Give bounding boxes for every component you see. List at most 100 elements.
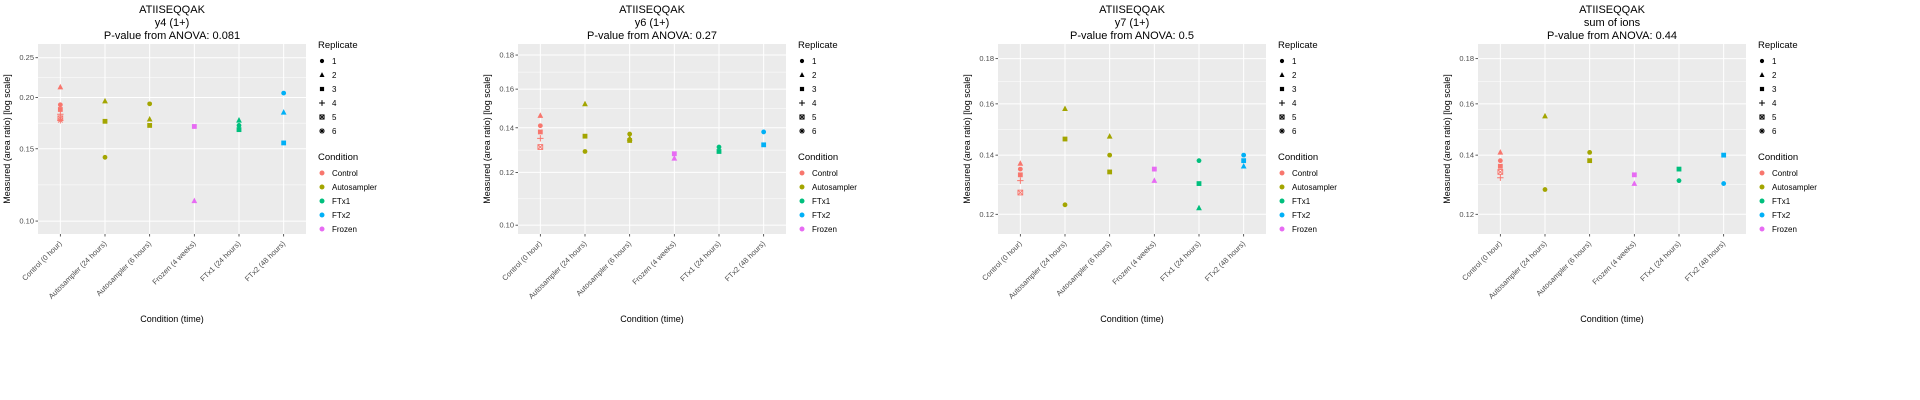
- chart-svg-y6: ATIISEQQAK y6 (1+) P-value from ANOVA: 0…: [482, 4, 857, 324]
- data-point: [799, 114, 805, 120]
- x-axis-label: Condition (time): [140, 314, 204, 324]
- y-tick-label: 0.25: [19, 53, 34, 62]
- legend-replicate-label: 4: [332, 99, 337, 108]
- y-tick-label: 0.16: [979, 99, 994, 108]
- legend-replicate-label: 3: [1772, 85, 1777, 94]
- data-point: [537, 135, 544, 142]
- y-tick-label: 0.18: [1459, 54, 1474, 63]
- data-point: [191, 124, 197, 129]
- y-tick-label: 0.15: [19, 144, 34, 153]
- x-tick-label: FTx1 (24 hours): [1158, 239, 1202, 283]
- data-point: [1587, 158, 1593, 164]
- data-point: [1497, 169, 1504, 175]
- legend-condition-swatch: [1759, 212, 1765, 218]
- data-point: [1062, 136, 1068, 142]
- data-point: [537, 129, 543, 135]
- data-point: [147, 123, 153, 128]
- legend-replicate-label: 2: [812, 71, 817, 80]
- data-point: [319, 114, 325, 120]
- y-tick-label: 0.18: [499, 51, 514, 60]
- data-point: [761, 129, 767, 135]
- y-axis-label: Measured (area ratio) [log scale]: [2, 74, 12, 204]
- x-axis-label: Condition (time): [1580, 314, 1644, 324]
- data-point: [236, 117, 242, 123]
- legend-condition-swatch: [319, 170, 325, 176]
- legend-replicate-label: 6: [332, 127, 337, 136]
- y-tick-label: 0.18: [979, 54, 994, 63]
- data-point: [1279, 114, 1285, 120]
- data-point: [627, 138, 633, 143]
- legend-replicate-label: 3: [332, 85, 337, 94]
- x-axis-label: Condition (time): [1100, 314, 1164, 324]
- chart-pvalue: P-value from ANOVA: 0.27: [587, 30, 717, 42]
- legend-condition-swatch: [1279, 212, 1285, 218]
- data-point: [1240, 163, 1247, 169]
- data-point: [1759, 72, 1765, 77]
- legend-replicate-label: 1: [332, 57, 337, 66]
- chart-subtitle: sum of ions: [1584, 17, 1641, 29]
- legend-condition-label: FTx1: [812, 197, 831, 206]
- y-tick-label: 0.12: [1459, 210, 1474, 219]
- data-point: [1759, 58, 1765, 64]
- legend-condition-label: FTx2: [1292, 211, 1311, 220]
- data-point: [582, 133, 588, 139]
- data-point: [191, 197, 198, 204]
- y-tick-label: 0.14: [499, 123, 514, 132]
- data-point: [1241, 152, 1247, 158]
- data-point: [799, 86, 805, 92]
- data-point: [1759, 128, 1765, 134]
- y-tick-label: 0.12: [979, 210, 994, 219]
- data-point: [1062, 105, 1068, 111]
- data-point: [102, 97, 108, 104]
- data-point: [1631, 172, 1637, 178]
- legend-condition-label: FTx1: [332, 197, 351, 206]
- legend-condition-label: FTx2: [812, 211, 831, 220]
- x-tick-label: FTx2 (48 hours): [1203, 239, 1247, 283]
- data-point: [1676, 166, 1682, 172]
- legend-condition-label: Frozen: [1772, 225, 1797, 234]
- legend-replicate-label: 6: [812, 127, 817, 136]
- legend: Replicate Condition 1 2 3 4 5 6 Control Autosam…: [1758, 40, 1817, 234]
- data-point: [1676, 178, 1682, 184]
- legend-replicate-label: 1: [1772, 57, 1777, 66]
- data-point: [799, 114, 805, 120]
- legend-condition-label: Autosampler: [332, 183, 377, 192]
- legend-condition-title: Condition: [1278, 152, 1318, 163]
- y-tick-label: 0.12: [499, 168, 514, 177]
- x-tick-label: Frozen (4 weeks): [1590, 239, 1638, 287]
- data-point: [1721, 152, 1727, 158]
- legend-replicate-label: 5: [1292, 113, 1297, 122]
- data-point: [1497, 149, 1504, 155]
- legend-replicate-title: Replicate: [318, 40, 358, 51]
- data-point: [1759, 100, 1765, 106]
- legend-replicate-label: 2: [332, 71, 337, 80]
- legend-replicate-label: 3: [1292, 85, 1297, 94]
- data-point: [102, 118, 108, 124]
- legend-replicate-title: Replicate: [798, 40, 838, 51]
- x-tick-label: FTx1 (24 hours): [198, 239, 242, 283]
- data-point: [1631, 180, 1638, 186]
- data-point: [1196, 158, 1202, 164]
- data-point: [1196, 181, 1202, 186]
- legend-condition-swatch: [799, 184, 805, 190]
- data-point: [537, 144, 544, 150]
- data-point: [671, 155, 678, 161]
- data-point: [1759, 114, 1765, 120]
- panel-background: [1478, 44, 1746, 234]
- chart-pvalue: P-value from ANOVA: 0.5: [1070, 30, 1194, 42]
- x-tick-label: FTx1 (24 hours): [678, 239, 722, 283]
- x-tick-label: Control (0 hour): [20, 239, 64, 283]
- legend-condition-swatch: [1279, 170, 1285, 176]
- y-axis-label: Measured (area ratio) [log scale]: [482, 74, 492, 204]
- data-point: [1279, 72, 1285, 77]
- legend-replicate-label: 2: [1772, 71, 1777, 80]
- data-point: [537, 112, 544, 118]
- data-point: [1759, 86, 1765, 92]
- legend-replicate-label: 5: [1772, 113, 1777, 122]
- chart-pvalue: P-value from ANOVA: 0.44: [1547, 30, 1677, 42]
- legend-condition-swatch: [1759, 170, 1765, 176]
- y-tick-label: 0.20: [19, 93, 34, 102]
- data-point: [1497, 169, 1504, 175]
